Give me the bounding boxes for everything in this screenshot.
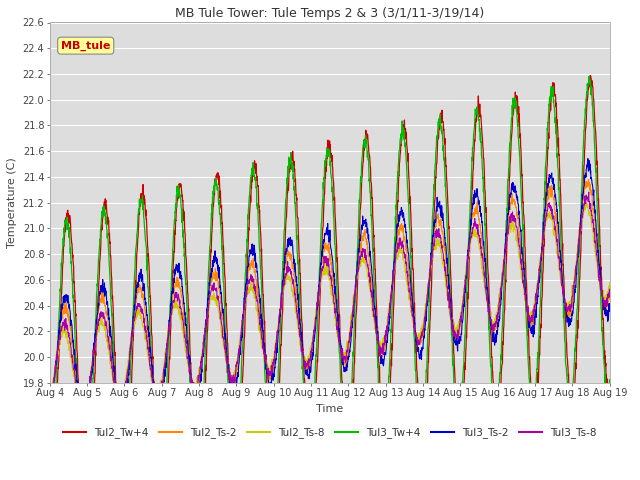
Y-axis label: Temperature (C): Temperature (C)	[7, 157, 17, 248]
Legend: Tul2_Tw+4, Tul2_Ts-2, Tul2_Ts-8, Tul3_Tw+4, Tul3_Ts-2, Tul3_Ts-8: Tul2_Tw+4, Tul2_Ts-2, Tul2_Ts-8, Tul3_Tw…	[58, 423, 601, 443]
X-axis label: Time: Time	[316, 404, 344, 414]
Title: MB Tule Tower: Tule Temps 2 & 3 (3/1/11-3/19/14): MB Tule Tower: Tule Temps 2 & 3 (3/1/11-…	[175, 7, 484, 20]
Text: MB_tule: MB_tule	[61, 40, 110, 51]
